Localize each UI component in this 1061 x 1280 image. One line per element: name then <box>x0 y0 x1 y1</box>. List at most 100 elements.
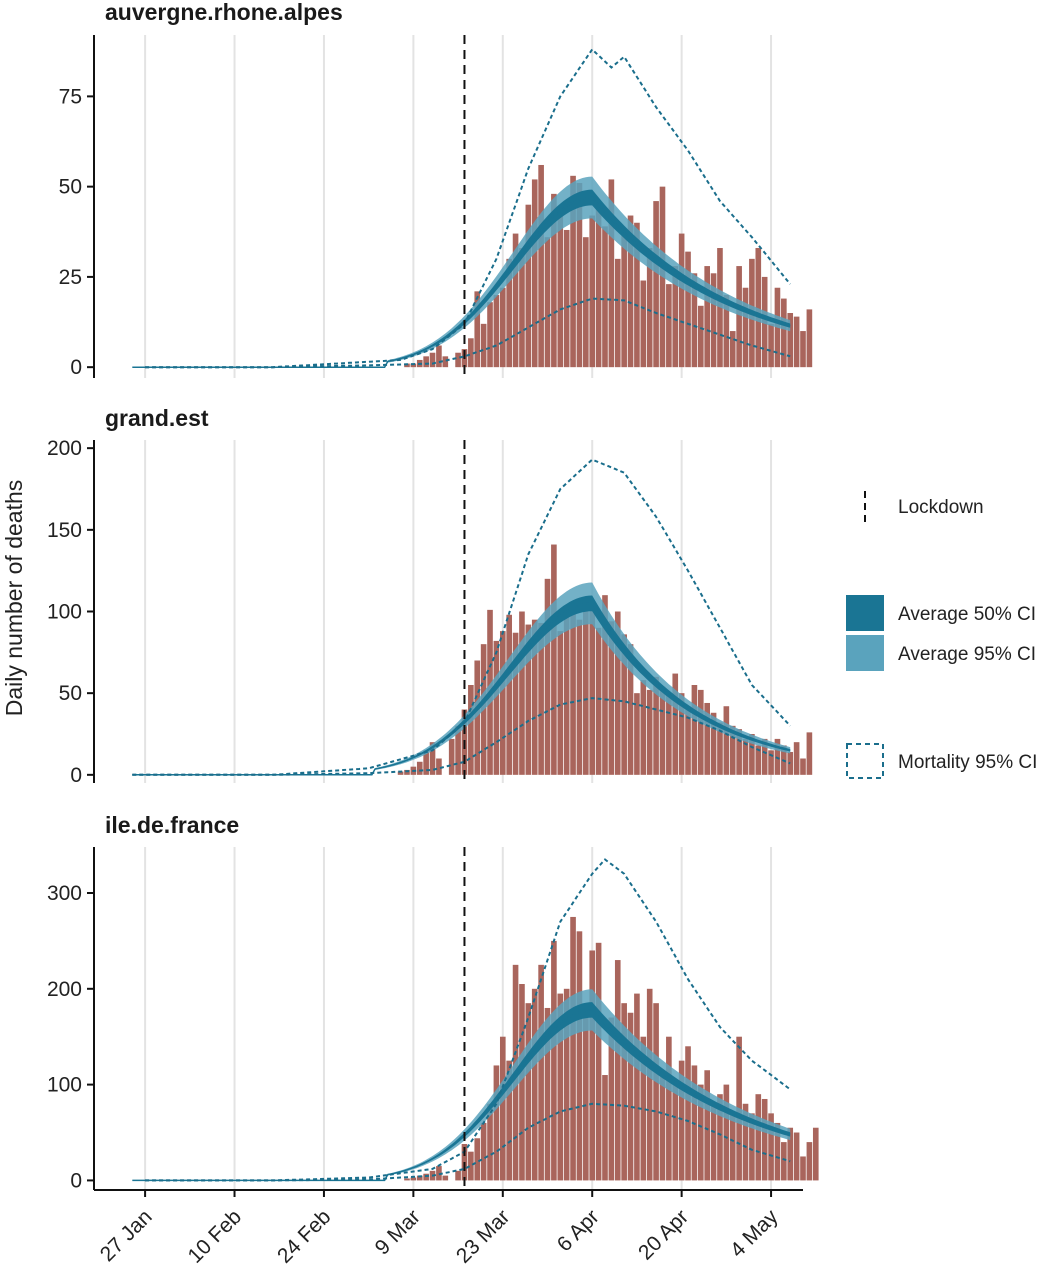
legend: Lockdown Average 50% CI Average 95% CI M… <box>846 491 1037 779</box>
death-bar <box>608 621 615 775</box>
death-bar <box>659 1070 666 1181</box>
death-bar <box>627 644 634 775</box>
death-bar <box>493 294 500 368</box>
death-bar <box>531 988 538 1181</box>
y-tick-label: 100 <box>47 1074 82 1097</box>
y-tick-label: 0 <box>70 356 82 379</box>
death-bar <box>429 742 436 775</box>
death-bar <box>416 761 423 775</box>
legend-lockdown-label: Lockdown <box>898 497 984 518</box>
death-bar <box>627 1012 634 1181</box>
y-tick-label: 200 <box>47 437 82 460</box>
death-bar <box>646 689 653 775</box>
mean-line <box>132 602 791 776</box>
y-tick-label: 100 <box>47 601 82 624</box>
death-bar <box>512 632 519 775</box>
death-bar <box>697 1084 704 1181</box>
death-bar <box>589 950 596 1181</box>
death-bar <box>487 302 493 368</box>
death-bar <box>672 673 679 775</box>
death-bar <box>404 1178 410 1181</box>
death-bar <box>487 1103 493 1181</box>
death-bar <box>436 345 442 368</box>
panel-1: 0 25 50 75 auvergne.rhone.alpes <box>59 0 813 379</box>
x-tick-label: 20 Apr <box>634 1205 693 1264</box>
mean-line <box>132 1009 791 1182</box>
death-bar <box>640 680 647 775</box>
death-bar <box>499 1036 506 1181</box>
death-bar <box>583 237 589 368</box>
death-bar <box>442 356 449 368</box>
death-bar <box>666 284 672 368</box>
mean-line <box>132 196 791 368</box>
death-bar <box>736 266 742 368</box>
death-bar <box>563 988 570 1181</box>
death-bar <box>723 706 730 775</box>
death-bar <box>697 689 704 775</box>
death-bar <box>806 1142 813 1181</box>
panel-3: 0 100 200 300 ile.de.france <box>47 812 819 1192</box>
death-bar <box>499 631 506 775</box>
death-bar <box>653 676 659 775</box>
death-bar <box>646 988 653 1181</box>
death-bar <box>634 693 640 775</box>
x-tick-label: 10 Feb <box>184 1205 247 1268</box>
death-bar <box>761 738 768 775</box>
death-bar <box>602 1075 608 1181</box>
y-tick-label: 0 <box>70 1169 82 1192</box>
death-bar <box>519 611 525 775</box>
death-bar <box>678 1060 685 1181</box>
death-bar <box>557 631 564 775</box>
death-bar <box>583 609 589 775</box>
death-bar <box>499 287 506 368</box>
death-bar <box>704 1070 710 1181</box>
death-bar <box>493 1065 500 1181</box>
death-bar <box>640 280 647 368</box>
death-bar <box>436 1166 442 1181</box>
death-bar <box>557 208 564 368</box>
death-bar <box>634 993 640 1181</box>
death-bar <box>749 1113 755 1181</box>
death-bar <box>589 603 596 775</box>
death-bar <box>806 309 813 368</box>
death-bar <box>538 964 544 1181</box>
death-bar <box>659 686 666 775</box>
y-tick-label: 50 <box>59 682 82 705</box>
death-bar <box>397 771 404 775</box>
death-bar <box>614 611 621 775</box>
death-bar <box>614 960 621 1181</box>
death-bar <box>774 738 781 775</box>
death-bar <box>691 273 698 368</box>
death-bar <box>768 1113 774 1181</box>
death-bar <box>710 1103 717 1181</box>
y-tick-label: 75 <box>59 85 82 108</box>
death-bar <box>812 1127 819 1181</box>
death-bar <box>512 233 519 368</box>
death-bar <box>761 1098 768 1181</box>
death-bar <box>742 287 749 368</box>
death-bar <box>583 1007 589 1181</box>
death-bar <box>653 1003 659 1181</box>
death-bar <box>506 1060 512 1181</box>
death-bar <box>480 323 487 368</box>
legend-ci95-swatch <box>846 635 884 671</box>
death-bar <box>404 769 410 775</box>
death-bar <box>787 1127 794 1181</box>
death-bar <box>423 750 429 775</box>
death-bar <box>538 622 544 775</box>
death-bar <box>666 1036 672 1181</box>
death-bar <box>404 363 410 368</box>
death-bar <box>646 248 653 368</box>
mortality-upper-line <box>145 858 791 1182</box>
death-bar <box>666 693 672 775</box>
panel-title: grand.est <box>105 405 209 431</box>
death-bar <box>755 248 762 368</box>
death-bar <box>608 1017 615 1181</box>
death-bar <box>519 248 525 368</box>
death-bar <box>455 725 461 775</box>
death-bar <box>793 1132 800 1181</box>
death-bar <box>627 215 634 368</box>
ci95-band <box>387 176 791 363</box>
death-bar <box>423 356 429 368</box>
